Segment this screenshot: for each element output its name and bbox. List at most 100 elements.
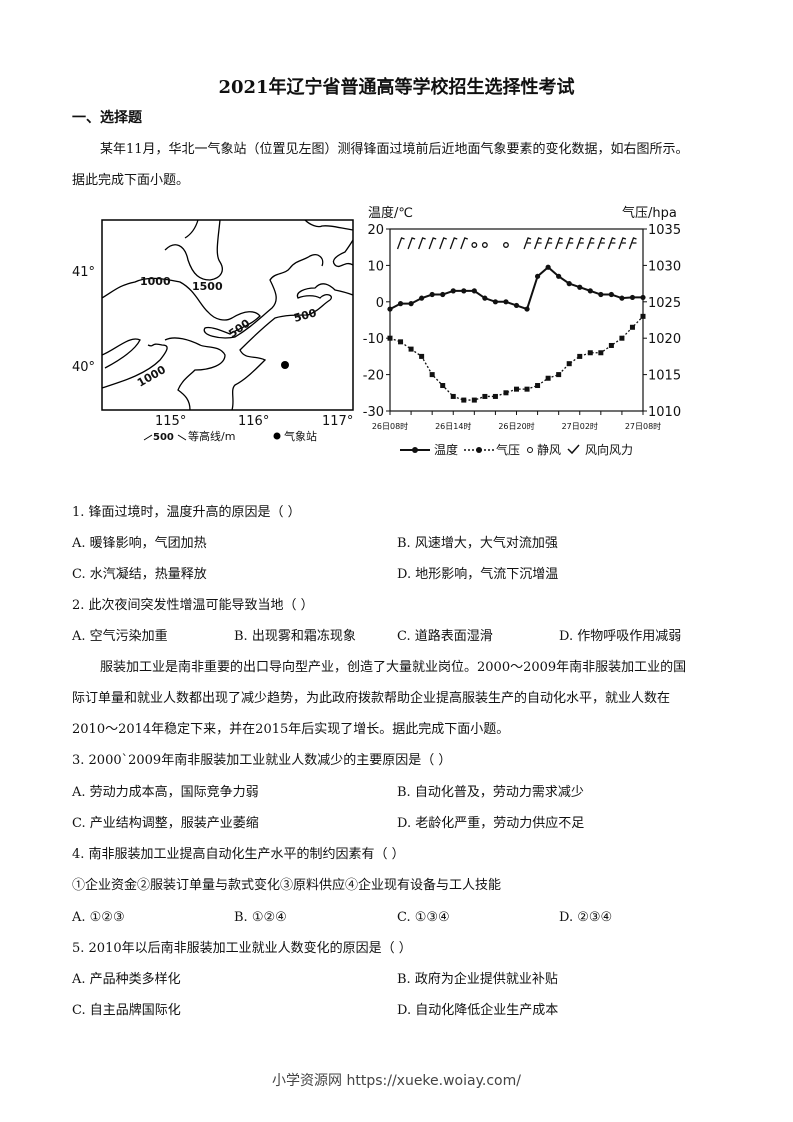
option-4a[interactable]: A. ①②③: [72, 910, 125, 925]
pressure-point: [577, 353, 583, 359]
contour-label: 500: [226, 316, 253, 340]
y-right-label: 气压/hpa: [622, 205, 677, 221]
option-4d[interactable]: D. ②③④: [559, 910, 613, 925]
pressure-point: [503, 390, 509, 396]
pressure-point: [608, 342, 614, 348]
question-4-items: ①企业资金②服装订单量与款式变化③原料供应④企业现有设备与工人技能: [72, 878, 502, 893]
option-2c[interactable]: C. 道路表面湿滑: [397, 629, 493, 644]
pressure-point: [535, 383, 541, 389]
plot-frame: [389, 228, 644, 412]
option-1c[interactable]: C. 水汽凝结，热量释放: [72, 567, 207, 582]
pressure-point: [514, 386, 519, 392]
pressure-point: [598, 350, 604, 356]
question-3: 3. 2000`2009年南非服装加工业就业人数减少的主要原因是（ ）: [72, 753, 452, 768]
pressure-point: [629, 324, 635, 330]
temperature-point: [429, 291, 435, 298]
pressure-point: [556, 372, 562, 378]
section-heading: 一、选择题: [72, 110, 142, 126]
wind-barb-symbol: [555, 237, 563, 250]
option-4c[interactable]: C. ①③④: [397, 910, 450, 925]
temperature-point: [598, 291, 604, 298]
topographic-map: 1000 1500 500 500 1000 41° 40° 115° 116°…: [72, 219, 354, 443]
weather-chart: 温度/℃ 气压/hpa 20 10 0 -10 -20 -30 1035 1030 1025 10…: [363, 205, 681, 457]
option-3d[interactable]: D. 老龄化严重，劳动力供应不足: [397, 816, 585, 831]
option-5a[interactable]: A. 产品种类多样化: [72, 972, 181, 987]
calm-wind-symbol: [481, 242, 488, 248]
temperature-point: [397, 301, 404, 307]
option-2a[interactable]: A. 空气污染加重: [72, 629, 168, 644]
temperature-point: [545, 264, 551, 270]
pressure-point: [419, 353, 425, 359]
x-tick: 26日20时: [498, 421, 534, 431]
temperature-point: [577, 284, 583, 290]
option-1b[interactable]: B. 风速增大，大气对流加强: [397, 536, 558, 551]
pressure-point: [524, 386, 530, 392]
option-2d[interactable]: D. 作物呼吸作用减弱: [559, 629, 682, 644]
legend-wind: 风向风力: [585, 442, 633, 457]
pressure-point: [587, 350, 593, 356]
contour-label: 500: [292, 306, 318, 325]
option-5d[interactable]: D. 自动化降低企业生产成本: [397, 1003, 559, 1018]
wind-barb-symbol: [628, 237, 637, 250]
temperature-point: [640, 294, 646, 301]
intro-line: 某年11月，华北一气象站（位置见左图）测得锋面过境前后近地面气象要素的变化数据，…: [100, 142, 689, 157]
wind-barb-symbol: [460, 237, 468, 250]
y-left-tick: 20: [367, 223, 384, 238]
question-4: 4. 南非服装加工业提高自动化生产水平的制约因素有（ ）: [72, 847, 405, 862]
temperature-point: [566, 281, 572, 287]
calm-wind-symbol: [503, 242, 509, 248]
intro-line: 据此完成下面小题。: [72, 173, 190, 188]
x-tick: 26日08时: [372, 421, 408, 431]
pressure-point: [640, 313, 646, 319]
pressure-point: [440, 383, 446, 389]
pressure-point: [471, 397, 477, 403]
contour-label: 1000: [140, 275, 171, 288]
option-5c[interactable]: C. 自主品牌国际化: [72, 1003, 181, 1018]
option-3b[interactable]: B. 自动化普及，劳动力需求减少: [397, 785, 584, 800]
option-1a[interactable]: A. 暖锋影响，气团加热: [72, 536, 207, 551]
question-2: 2. 此次夜间突发性增温可能导致当地（ ）: [72, 598, 314, 613]
option-1d[interactable]: D. 地形影响，气流下沉增温: [397, 567, 559, 582]
pressure-point: [492, 393, 498, 399]
lat-label: 40°: [72, 360, 95, 375]
option-5b[interactable]: B. 政府为企业提供就业补贴: [397, 972, 558, 987]
temperature-point: [408, 301, 414, 307]
temperature-point: [503, 299, 509, 305]
temperature-point: [619, 295, 625, 301]
pressure-point: [408, 346, 414, 352]
option-3a[interactable]: A. 劳动力成本高，国际竞争力弱: [72, 785, 259, 800]
temperature-point: [450, 288, 456, 294]
calm-wind-symbol: [471, 242, 478, 248]
intro2-line: 服装加工业是南非重要的出口导向型产业，创造了大量就业岗位。2000～2009年南…: [100, 660, 687, 675]
pressure-point: [619, 335, 625, 341]
temperature-point: [440, 291, 446, 298]
x-tick: 27日02时: [562, 421, 598, 431]
x-tick: 26日14时: [435, 421, 471, 431]
temperature-point: [471, 288, 477, 294]
wind-barb-symbol: [533, 237, 542, 250]
lat-label: 41°: [72, 265, 95, 280]
y-left-tick: -10: [363, 332, 384, 347]
option-3c[interactable]: C. 产业结构调整，服装产业萎缩: [72, 816, 259, 831]
temperature-point: [461, 288, 467, 294]
y-left-label: 温度/℃: [368, 205, 413, 221]
y-left-tick: 0: [376, 296, 384, 311]
pressure-point: [482, 393, 488, 399]
legend-pressure: 气压: [496, 442, 520, 457]
wind-barb-symbol: [396, 237, 405, 250]
temperature-point: [387, 306, 393, 312]
temperature-point: [524, 306, 530, 312]
y-left-tick: 10: [367, 259, 384, 274]
weather-station-marker: [281, 361, 289, 369]
pressure-point: [566, 361, 572, 367]
option-4b[interactable]: B. ①②④: [234, 910, 287, 925]
legend-station-icon: [273, 432, 281, 440]
temperature-point: [608, 291, 614, 298]
option-2b[interactable]: B. 出现雾和霜冻现象: [234, 629, 356, 644]
wind-barb-symbol: [449, 237, 458, 250]
y-right-tick: 1030: [648, 259, 681, 274]
temperature-line: [389, 265, 643, 311]
temperature-point: [419, 295, 425, 301]
lon-label: 116°: [238, 414, 269, 429]
